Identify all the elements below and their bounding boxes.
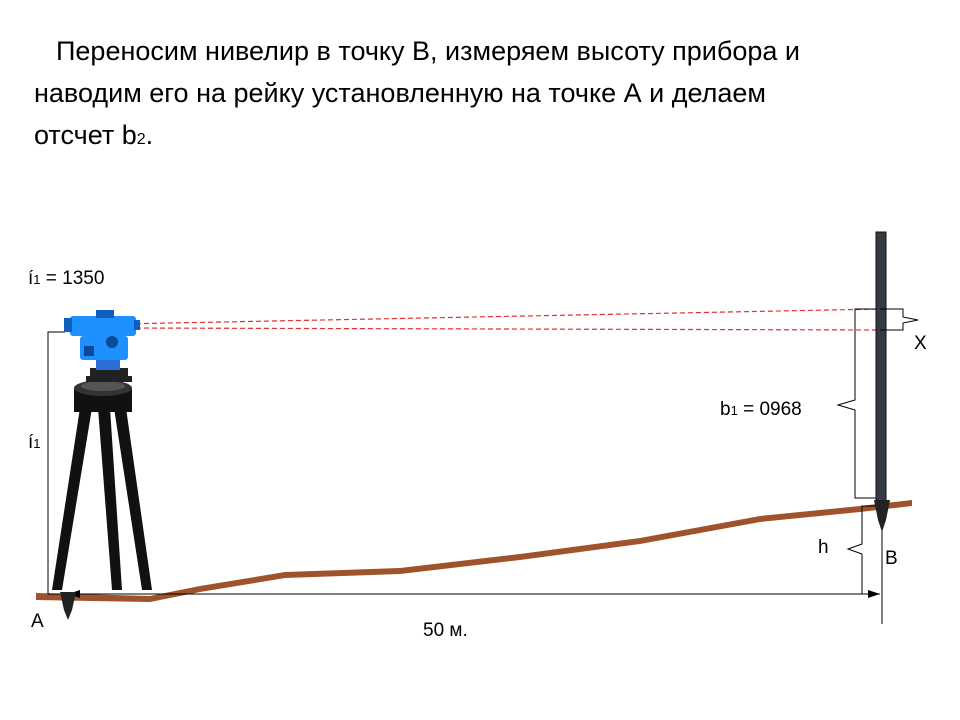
x-bracket [880, 308, 919, 331]
instrument-height-bracket [47, 331, 65, 595]
heading-line-1: Переносим нивелир в точку В, измеряем вы… [56, 36, 800, 66]
point-b-peg [874, 500, 890, 532]
h-label: h [818, 537, 829, 558]
leveling-rod [875, 231, 887, 503]
i1-value-label: í1 = 1350 [28, 268, 105, 289]
distance-label: 50 м. [423, 620, 468, 641]
h-bracket [846, 505, 876, 595]
ground-profile [36, 500, 912, 602]
point-a-label: А [31, 611, 44, 632]
b1-bracket [836, 308, 876, 499]
tripod-head [74, 380, 132, 412]
point-b-label: В [885, 548, 898, 569]
i1-label: í1 [28, 432, 41, 453]
sight-line-upper [119, 308, 881, 325]
heading: Переносим нивелир в точку В, измеряем вы… [34, 30, 914, 161]
x-label: X [914, 333, 927, 354]
heading-line-3: отсчет b2. [34, 120, 154, 150]
tripod [52, 408, 152, 590]
sight-line-lower [119, 327, 881, 331]
point-a-peg [60, 592, 76, 620]
heading-line-2: наводим его на рейку установленную на то… [34, 78, 766, 108]
b1-label: b1 = 0968 [720, 399, 802, 420]
level-instrument [64, 310, 140, 382]
